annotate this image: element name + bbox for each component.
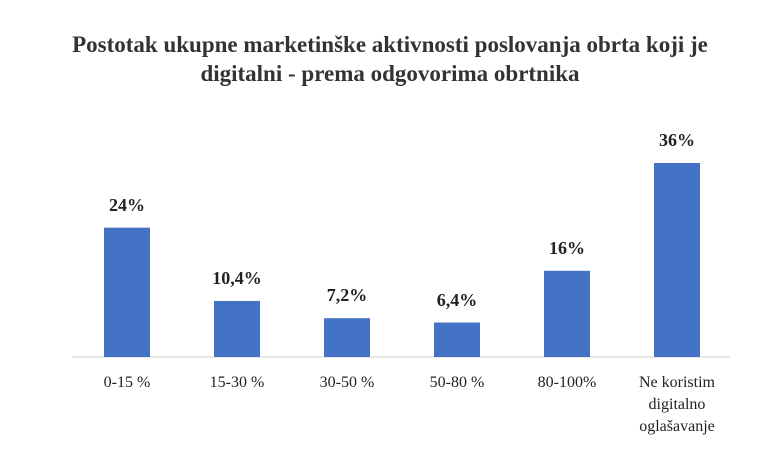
value-label: 7,2%	[326, 285, 368, 306]
bar	[104, 227, 150, 357]
value-label: 6,4%	[436, 289, 478, 310]
x-tick-label: 15-30 %	[209, 374, 265, 391]
bar	[654, 163, 700, 357]
bar	[544, 270, 590, 357]
x-tick-label: Ne koristim digitalno oglašavanje	[639, 374, 715, 435]
value-label: 36%	[659, 130, 695, 150]
bar	[434, 322, 480, 357]
value-label: 16%	[549, 237, 585, 258]
x-tick-label: 80-100%	[537, 374, 597, 391]
bar	[214, 300, 260, 357]
x-tick-label: 30-50 %	[319, 374, 375, 391]
chart-title: Postotak ukupne marketinške aktivnosti p…	[72, 32, 708, 86]
value-label: 10,4%	[212, 267, 262, 288]
bar	[324, 318, 370, 357]
x-tick-label: 0-15 %	[103, 374, 151, 391]
x-tick-label: 50-80 %	[429, 374, 485, 391]
value-label: 24%	[109, 194, 145, 215]
